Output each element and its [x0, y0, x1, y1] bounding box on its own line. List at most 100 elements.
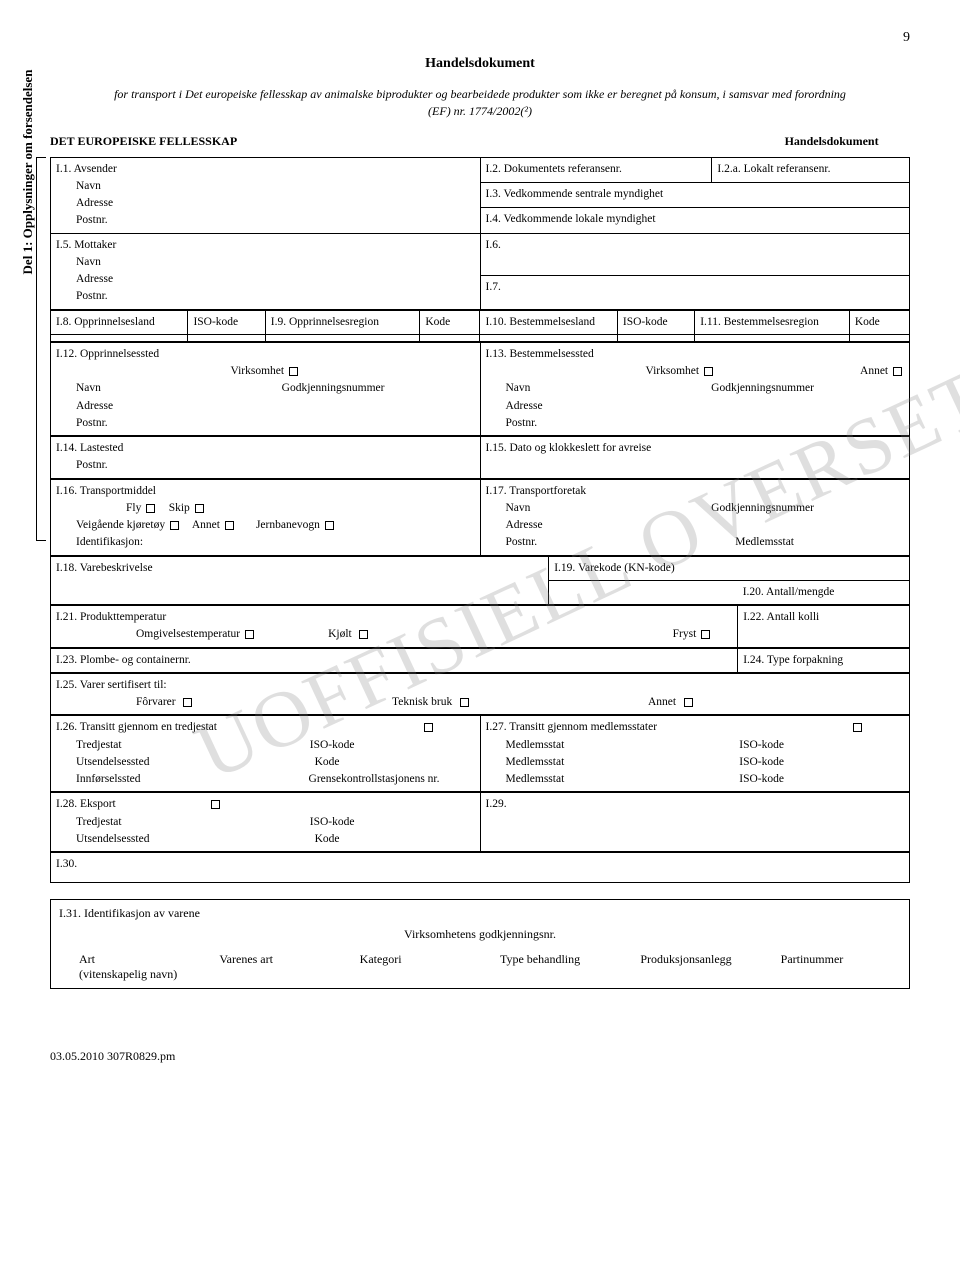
- i31-virk: Virksomhetens godkjenningsnr.: [59, 927, 901, 942]
- i26-grense: Grensekontrollstasjonens nr.: [309, 771, 440, 788]
- form-table-16-17: I.16. Transportmiddel Fly Skip Veigående…: [50, 479, 910, 556]
- i3-label: I.3. Vedkommende sentrale myndighet: [486, 188, 664, 200]
- document-subtitle: for transport i Det europeiske fellesska…: [110, 86, 850, 120]
- checkbox[interactable]: [170, 521, 179, 530]
- i23-label: I.23. Plombe- og containernr.: [56, 654, 191, 666]
- i12-godkj: Godkjenningsnummer: [282, 380, 385, 397]
- i26-innfor: Innførselssted: [56, 771, 141, 788]
- i5-navn: Navn: [56, 254, 101, 271]
- side-border: [36, 157, 46, 541]
- i5-postnr: Postnr.: [56, 288, 108, 305]
- checkbox[interactable]: [195, 504, 204, 513]
- checkbox[interactable]: [325, 521, 334, 530]
- checkbox[interactable]: [183, 698, 192, 707]
- i25-label: I.25. Varer sertifisert til:: [56, 679, 167, 691]
- i12-label: I.12. Opprinnelsessted: [56, 348, 159, 360]
- i12-navn: Navn: [56, 380, 101, 397]
- i1-navn: Navn: [56, 178, 101, 195]
- i28-kode: Kode: [315, 831, 340, 848]
- i8-iso: ISO-kode: [193, 316, 238, 328]
- i1-label: I.1. Avsender: [56, 163, 117, 175]
- checkbox[interactable]: [211, 800, 220, 809]
- i31-label: I.31. Identifikasjon av varene: [59, 906, 200, 920]
- fryst-label: Fryst: [673, 628, 697, 640]
- checkbox[interactable]: [893, 367, 902, 376]
- annet16-label: Annet: [192, 519, 220, 531]
- form-table-28-29: I.28. Eksport Tredjestat ISO-kode Utsend…: [50, 792, 910, 852]
- i26-label: I.26. Transitt gjennom en tredjestat: [56, 721, 217, 733]
- i22-label: I.22. Antall kolli: [743, 611, 819, 623]
- i27-iso3: ISO-kode: [739, 771, 784, 788]
- i28-tredje: Tredjestat: [56, 814, 122, 831]
- i10-label: I.10. Bestemmelsesland: [485, 316, 595, 328]
- footer: 03.05.2010 307R0829.pm: [50, 1049, 910, 1064]
- i26-iso1: ISO-kode: [310, 737, 355, 754]
- i1-postnr: Postnr.: [56, 212, 108, 229]
- page-number: 9: [50, 30, 910, 46]
- i17-medlem: Medlemsstat: [735, 534, 794, 551]
- i14-label: I.14. Lastested: [56, 442, 123, 454]
- i17-adresse: Adresse: [486, 517, 543, 534]
- i27-iso1: ISO-kode: [739, 737, 784, 754]
- i12-adresse: Adresse: [56, 398, 113, 415]
- checkbox[interactable]: [704, 367, 713, 376]
- i12-virk: Virksomhet: [231, 365, 285, 377]
- header-right: Handelsdokument: [466, 134, 879, 149]
- i31-art: Art: [79, 952, 95, 966]
- i28-utsend: Utsendelsessted: [56, 831, 149, 848]
- i13-godkj: Godkjenningsnummer: [711, 380, 814, 397]
- i24-label: I.24. Type forpakning: [743, 654, 843, 666]
- section-i31: I.31. Identifikasjon av varene Virksomhe…: [50, 899, 910, 989]
- i27-iso2: ISO-kode: [739, 754, 784, 771]
- i16-label: I.16. Transportmiddel: [56, 485, 156, 497]
- i17-label: I.17. Transportforetak: [486, 485, 587, 497]
- checkbox[interactable]: [225, 521, 234, 530]
- form-table-18-20: I.18. Varebeskrivelse I.19. Varekode (KN…: [50, 556, 910, 606]
- i31-parti: Partinummer: [781, 952, 844, 966]
- i10-iso: ISO-kode: [623, 316, 668, 328]
- checkbox[interactable]: [460, 698, 469, 707]
- jernbane-label: Jernbanevogn: [256, 519, 320, 531]
- i13-navn: Navn: [486, 380, 531, 397]
- i26-tredje: Tredjestat: [56, 737, 122, 754]
- form-table-14-15: I.14. Lastested Postnr. I.15. Dato og kl…: [50, 436, 910, 479]
- i29-label: I.29.: [486, 798, 507, 810]
- i17-godkj: Godkjenningsnummer: [711, 500, 814, 517]
- i28-label: I.28. Eksport: [56, 798, 116, 810]
- checkbox[interactable]: [146, 504, 155, 513]
- form-table-21-22: I.21. Produkttemperatur Omgivelsestemper…: [50, 605, 910, 648]
- checkbox[interactable]: [853, 723, 862, 732]
- i31-vitensk: (vitenskapelig navn): [79, 967, 177, 981]
- form-table-1: I.1. Avsender Navn Adresse Postnr. I.2. …: [50, 157, 910, 310]
- i27-m2: Medlemsstat: [486, 754, 565, 771]
- checkbox[interactable]: [359, 630, 368, 639]
- document-title: Handelsdokument: [50, 56, 910, 72]
- checkbox[interactable]: [245, 630, 254, 639]
- checkbox[interactable]: [684, 698, 693, 707]
- form-table-30: I.30.: [50, 852, 910, 883]
- i9-label: I.9. Opprinnelsesregion: [271, 316, 379, 328]
- i26-utsend: Utsendelsessted: [56, 754, 149, 771]
- i19-label: I.19. Varekode (KN-kode): [554, 562, 675, 574]
- i13-label: I.13. Bestemmelsessted: [486, 348, 594, 360]
- form-table-26-27: I.26. Transitt gjennom en tredjestat Tre…: [50, 715, 910, 792]
- i11-kode: Kode: [855, 316, 880, 328]
- skip-label: Skip: [169, 502, 190, 514]
- teknisk-label: Teknisk bruk: [392, 696, 452, 708]
- form-table-23-24: I.23. Plombe- og containernr. I.24. Type…: [50, 648, 910, 673]
- checkbox[interactable]: [701, 630, 710, 639]
- checkbox[interactable]: [289, 367, 298, 376]
- i31-varenes: Varenes art: [219, 952, 273, 966]
- i8-label: I.8. Opprinnelsesland: [56, 316, 155, 328]
- i27-label: I.27. Transitt gjennom medlemsstater: [486, 721, 658, 733]
- i31-prod: Produksjonsanlegg: [640, 952, 731, 966]
- checkbox[interactable]: [424, 723, 433, 732]
- i17-postnr: Postnr.: [486, 534, 538, 551]
- side-label: Del 1: Opplysninger om forsendelsen: [20, 47, 36, 297]
- i13-adresse: Adresse: [486, 398, 543, 415]
- i31-type: Type behandling: [500, 952, 580, 966]
- i14-postnr: Postnr.: [56, 457, 108, 474]
- header-left: DET EUROPEISKE FELLESSKAP: [50, 134, 463, 149]
- i30-label: I.30.: [56, 858, 77, 870]
- i1-adresse: Adresse: [56, 195, 113, 212]
